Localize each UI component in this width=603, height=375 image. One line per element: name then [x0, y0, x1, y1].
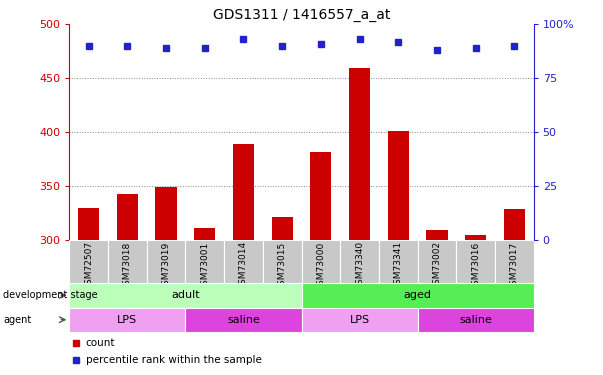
- Bar: [194, 228, 215, 240]
- Text: GSM73018: GSM73018: [123, 241, 132, 291]
- Text: count: count: [86, 338, 115, 348]
- Text: GSM73001: GSM73001: [200, 241, 209, 291]
- Bar: [302, 283, 534, 308]
- Bar: [349, 68, 370, 240]
- Bar: [156, 187, 177, 240]
- Bar: [224, 240, 263, 283]
- Text: LPS: LPS: [118, 315, 137, 325]
- Bar: [302, 240, 340, 283]
- Text: GSM73341: GSM73341: [394, 241, 403, 290]
- Bar: [69, 308, 186, 332]
- Text: adult: adult: [171, 290, 200, 300]
- Text: GSM73014: GSM73014: [239, 241, 248, 290]
- Text: saline: saline: [459, 315, 492, 325]
- Text: percentile rank within the sample: percentile rank within the sample: [86, 355, 262, 365]
- Bar: [147, 240, 186, 283]
- Bar: [117, 194, 138, 240]
- Bar: [69, 283, 302, 308]
- Bar: [379, 240, 417, 283]
- Bar: [186, 308, 302, 332]
- Bar: [465, 235, 486, 240]
- Bar: [456, 240, 495, 283]
- Text: GSM73019: GSM73019: [162, 241, 171, 291]
- Text: aged: aged: [403, 290, 432, 300]
- Bar: [426, 230, 447, 240]
- Text: GSM73016: GSM73016: [471, 241, 480, 291]
- Bar: [302, 308, 417, 332]
- Bar: [310, 152, 332, 240]
- Text: LPS: LPS: [350, 315, 370, 325]
- Text: GSM72507: GSM72507: [84, 241, 93, 290]
- Bar: [340, 240, 379, 283]
- Text: development stage: development stage: [3, 290, 98, 300]
- Bar: [417, 308, 534, 332]
- Text: GSM73017: GSM73017: [510, 241, 519, 291]
- Bar: [78, 208, 99, 240]
- Text: GSM73002: GSM73002: [432, 241, 441, 290]
- Title: GDS1311 / 1416557_a_at: GDS1311 / 1416557_a_at: [213, 8, 390, 22]
- Text: GSM73015: GSM73015: [277, 241, 286, 291]
- Bar: [69, 240, 108, 283]
- Bar: [108, 240, 147, 283]
- Bar: [417, 240, 456, 283]
- Bar: [233, 144, 254, 240]
- Bar: [263, 240, 302, 283]
- Bar: [388, 131, 409, 240]
- Bar: [186, 240, 224, 283]
- Text: agent: agent: [3, 315, 31, 325]
- Bar: [495, 240, 534, 283]
- Text: saline: saline: [227, 315, 260, 325]
- Bar: [271, 217, 293, 240]
- Text: GSM73000: GSM73000: [317, 241, 326, 291]
- Bar: [504, 209, 525, 240]
- Text: GSM73340: GSM73340: [355, 241, 364, 290]
